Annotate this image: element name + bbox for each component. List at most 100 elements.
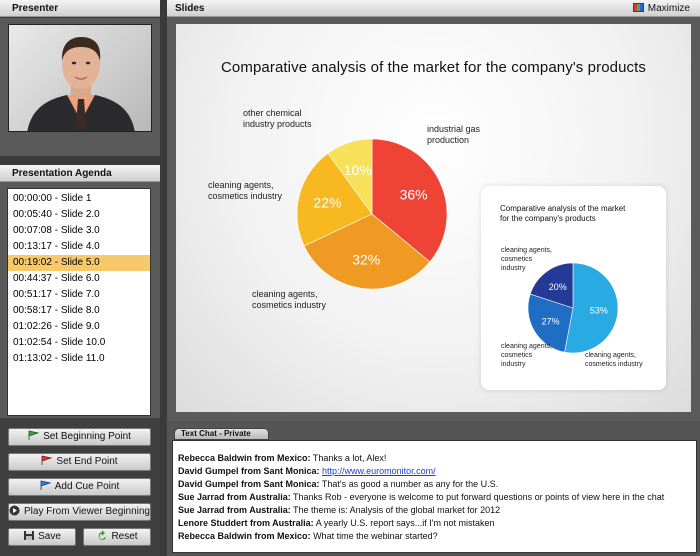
inset-label-top-left: cleaning agents, cosmetics industry <box>501 246 552 273</box>
agenda-item[interactable]: 01:13:02 - Slide 11.0 <box>13 353 105 364</box>
presenter-title: Presenter <box>12 3 59 14</box>
slides-panel: Comparative analysis of the market for t… <box>167 17 700 421</box>
chat-message: Sue Jarrad from Australia: The theme is:… <box>178 504 696 517</box>
cue-controls: Set Beginning Point Set End Point Add Cu… <box>0 418 160 556</box>
pie-slice-value-label: 22% <box>313 194 341 210</box>
agenda-item[interactable]: 00:51:17 - Slide 7.0 <box>13 289 100 300</box>
chat-text: Thanks Rob - everyone is welcome to put … <box>293 492 665 502</box>
agenda-item[interactable]: 00:44:37 - Slide 6.0 <box>13 273 100 284</box>
reset-button[interactable]: Reset <box>83 528 151 546</box>
chat-sender: Rebecca Baldwin from Mexico: <box>178 453 311 463</box>
slides-panel-header: Slides Maximize <box>167 0 700 17</box>
agenda-item[interactable]: 01:02:54 - Slide 10.0 <box>13 337 106 348</box>
chat-sender: David Gumpel from Sant Monica: <box>178 466 320 476</box>
inset-label-top-left-line1: cleaning agents, <box>501 247 552 254</box>
chat-message: Sue Jarrad from Australia: Thanks Rob - … <box>178 491 696 504</box>
reset-label: Reset <box>111 531 138 542</box>
set-beginning-point-button[interactable]: Set Beginning Point <box>8 428 151 446</box>
chat-message: Lenore Studdert from Australia: A yearly… <box>178 517 696 530</box>
agenda-list[interactable]: 00:00:00 - Slide 1 00:05:40 - Slide 2.0 … <box>7 188 151 416</box>
floppy-disk-icon <box>24 531 35 540</box>
inset-label-bottom-left-line1: cleaning agents, <box>501 343 552 350</box>
pie-slice <box>296 152 373 247</box>
presenter-panel <box>0 18 160 156</box>
agenda-item[interactable]: 00:00:00 - Slide 1 <box>13 193 92 204</box>
main-pie-chart: 36% 32% 22%10% <box>296 138 448 290</box>
inset-label-bottom-right: cleaning agents, cosmetics industry <box>585 351 643 369</box>
pie-label-cleaning-left: cleaning agents, cosmetics industry <box>208 180 282 202</box>
pie-label-cleaning-bottom-line2: cosmetics industry <box>252 300 327 310</box>
pie-slice <box>371 138 448 263</box>
chat-panel: Text Chat - Private Rebecca Baldwin from… <box>167 421 700 556</box>
inset-pie-chart: 53% 27% 20% <box>527 262 619 354</box>
maximize-icon <box>632 3 644 12</box>
chat-sender: Lenore Studdert from Australia: <box>178 518 314 528</box>
pie-label-industrial: industrial gas production <box>427 124 480 146</box>
inset-label-bottom-left-line3: industry <box>501 361 526 368</box>
inset-label-top-left-line2: cosmetics <box>501 256 533 263</box>
inset-title-line1: Comparative analysis of the market <box>500 204 626 213</box>
pie-label-cleaning-bottom: cleaning agents, cosmetics industry <box>252 289 326 311</box>
chat-log[interactable]: Rebecca Baldwin from Mexico: Thanks a lo… <box>172 440 697 553</box>
pie-slice <box>564 262 619 354</box>
add-cue-point-label: Add Cue Point <box>54 481 120 492</box>
pie-label-cleaning-left-line1: cleaning agents, <box>208 180 274 190</box>
pie-slice <box>303 213 431 290</box>
pie-label-industrial-line2: production <box>427 135 470 145</box>
pie-slice-value-label: 53% <box>590 306 608 316</box>
presenter-photo <box>27 37 135 131</box>
inset-chart-card: Comparative analysis of the market for t… <box>481 186 666 390</box>
agenda-item[interactable]: 00:07:08 - Slide 3.0 <box>13 225 100 236</box>
reset-arrow-icon <box>98 530 107 540</box>
play-from-viewer-beginning-label: Play From Viewer Beginning <box>24 506 150 517</box>
chat-sender: David Gumpel from Sant Monica: <box>178 479 320 489</box>
pie-slice <box>529 262 574 309</box>
chat-text: What time the webinar started? <box>313 531 438 541</box>
pie-label-industrial-line1: industrial gas <box>427 124 481 134</box>
agenda-item[interactable]: 00:13:17 - Slide 4.0 <box>13 241 100 252</box>
inset-label-bottom-right-line1: cleaning agents, <box>585 352 636 359</box>
presenter-panel-header: Presenter <box>0 0 160 17</box>
chat-sender: Rebecca Baldwin from Mexico: <box>178 531 311 541</box>
pie-label-other-line2: industry products <box>243 119 312 129</box>
pie-slice-value-label: 27% <box>542 316 560 326</box>
slide-canvas: Comparative analysis of the market for t… <box>176 24 691 412</box>
slides-title: Slides <box>175 3 205 14</box>
maximize-label: Maximize <box>647 3 690 14</box>
agenda-item-selected[interactable]: 00:19:02 - Slide 5.0 <box>8 255 150 271</box>
chat-text: Thanks a lot, Alex! <box>312 453 387 463</box>
presenter-video[interactable] <box>8 24 152 132</box>
chat-link[interactable]: http://www.euromonitor.com/ <box>322 466 436 476</box>
flag-green-icon <box>28 430 40 440</box>
agenda-item[interactable]: 00:58:17 - Slide 8.0 <box>13 305 100 316</box>
inset-label-bottom-left: cleaning agents, cosmetics industry <box>501 342 552 369</box>
agenda-panel-header: Presentation Agenda <box>0 165 160 182</box>
pie-label-cleaning-left-line2: cosmetics industry <box>208 191 283 201</box>
slide-title: Comparative analysis of the market for t… <box>221 59 646 76</box>
pie-label-other-line1: other chemical <box>243 108 302 118</box>
chat-sender: Sue Jarrad from Australia: <box>178 505 291 515</box>
set-beginning-point-label: Set Beginning Point <box>43 431 131 442</box>
chat-sender: Sue Jarrad from Australia: <box>178 492 291 502</box>
inset-label-bottom-left-line2: cosmetics <box>501 352 533 359</box>
agenda-title: Presentation Agenda <box>12 168 112 179</box>
set-end-point-button[interactable]: Set End Point <box>8 453 151 471</box>
flag-red-icon <box>42 455 53 465</box>
pie-label-other: other chemical industry products <box>243 108 312 130</box>
play-from-viewer-beginning-button[interactable]: Play From Viewer Beginning <box>8 503 151 521</box>
agenda-item[interactable]: 00:05:40 - Slide 2.0 <box>13 209 100 220</box>
chat-message: David Gumpel from Sant Monica: That's as… <box>178 478 696 491</box>
maximize-button[interactable]: Maximize <box>632 3 690 14</box>
play-icon <box>9 505 20 516</box>
tab-text-chat-private[interactable]: Text Chat - Private <box>174 428 269 440</box>
pie-slice <box>327 138 373 215</box>
agenda-panel: 00:00:00 - Slide 1 00:05:40 - Slide 2.0 … <box>0 182 160 418</box>
agenda-item[interactable]: 01:02:26 - Slide 9.0 <box>13 321 100 332</box>
pie-slice <box>527 293 574 353</box>
save-button[interactable]: Save <box>8 528 76 546</box>
add-cue-point-button[interactable]: Add Cue Point <box>8 478 151 496</box>
pie-slice-value-label: 32% <box>352 252 380 268</box>
chat-text: The theme is: Analysis of the global mar… <box>293 505 501 515</box>
inset-label-bottom-right-line2: cosmetics industry <box>585 361 643 368</box>
pie-slice-value-label: 20% <box>549 282 567 292</box>
